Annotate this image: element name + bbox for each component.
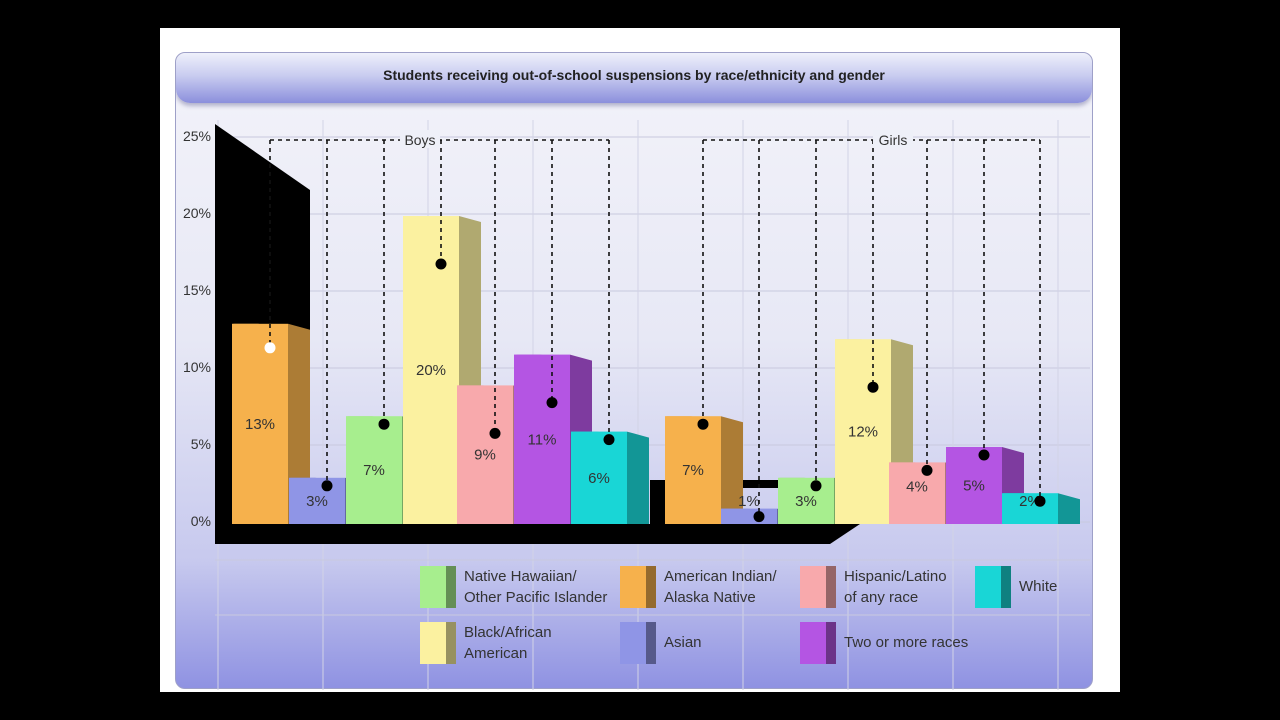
legend-item: White xyxy=(975,566,1057,608)
legend-label-line: American Indian/ xyxy=(664,568,777,585)
y-tick-label: 15% xyxy=(183,282,211,298)
legend-label-line: Two or more races xyxy=(844,634,969,651)
leader-dot xyxy=(921,464,933,476)
group-label-bg xyxy=(400,130,440,148)
y-tick-label: 20% xyxy=(183,205,211,221)
bar-value-label: 1% xyxy=(738,493,760,510)
legend-item: Native Hawaiian/Other Pacific Islander xyxy=(420,566,607,608)
bar xyxy=(346,416,402,524)
leader-dot xyxy=(435,258,447,270)
legend-swatch xyxy=(620,566,656,608)
legend-label-line: Black/African xyxy=(464,624,552,641)
bar-value-label: 11% xyxy=(528,431,557,448)
bar xyxy=(457,385,513,524)
legend-label-line: Native Hawaiian/ xyxy=(464,568,577,585)
bar xyxy=(721,508,777,524)
leader-dot xyxy=(978,449,990,461)
bar-value-label: 2% xyxy=(1019,493,1041,510)
leader-dot xyxy=(546,397,558,409)
bar-value-label: 7% xyxy=(682,462,704,479)
leader-dot xyxy=(489,427,501,439)
legend-label-line: American xyxy=(464,645,528,662)
legend-label: White xyxy=(1019,576,1057,597)
legend-swatch xyxy=(800,622,836,664)
bar-value-label: 13% xyxy=(245,416,275,433)
group-label-bg xyxy=(873,130,913,148)
legend-label-line: White xyxy=(1019,578,1058,595)
bar-side-face xyxy=(721,416,743,524)
bar-value-label: 12% xyxy=(848,424,878,441)
leader-dot xyxy=(697,418,709,430)
chart-floor-step xyxy=(650,480,665,524)
chart-title: Students receiving out-of-school suspens… xyxy=(383,67,885,83)
legend-swatch xyxy=(975,566,1011,608)
bar-value-label: 20% xyxy=(416,362,446,379)
legend-label-line: of any race xyxy=(844,589,919,606)
leader-dot xyxy=(867,381,879,393)
bar xyxy=(289,477,345,524)
legend-label: Two or more races xyxy=(844,632,968,653)
leader-dot xyxy=(321,480,333,492)
legend-label: Asian xyxy=(664,632,702,653)
legend-label: Black/African American xyxy=(464,622,552,664)
legend-swatch xyxy=(800,566,836,608)
leader-dot xyxy=(264,342,276,354)
bar xyxy=(835,339,891,524)
chart-title-bar: Students receiving out-of-school suspens… xyxy=(176,53,1092,103)
y-tick-label: 0% xyxy=(191,513,211,529)
bar xyxy=(946,447,1002,524)
legend-item: Two or more races xyxy=(800,622,968,664)
bar-value-label: 5% xyxy=(963,478,985,495)
chart-floor xyxy=(215,524,860,544)
bar-side-face xyxy=(288,323,310,524)
y-tick-label: 25% xyxy=(183,128,211,144)
bar-side-face xyxy=(1058,493,1080,524)
leader-dot xyxy=(603,434,615,446)
legend-swatch xyxy=(420,566,456,608)
bar-value-label: 3% xyxy=(306,493,328,510)
bar-value-label: 4% xyxy=(906,478,928,495)
bar xyxy=(1002,493,1058,524)
legend-swatch xyxy=(420,622,456,664)
leader-dot xyxy=(753,511,765,523)
chart-panel: Students receiving out-of-school suspens… xyxy=(175,52,1093,689)
bar-side-face xyxy=(627,431,649,524)
bar-value-label: 7% xyxy=(363,462,385,479)
legend-label-line: Alaska Native xyxy=(664,589,756,606)
legend-swatch xyxy=(620,622,656,664)
group-label: Girls xyxy=(879,132,908,148)
leader-dot xyxy=(378,418,390,430)
legend-item: Black/African American xyxy=(420,622,552,664)
leader-dot xyxy=(810,480,822,492)
leader-dot xyxy=(1034,495,1046,507)
legend-label: American Indian/Alaska Native xyxy=(664,566,777,608)
bar-value-label: 6% xyxy=(588,470,610,487)
legend-label-line: Asian xyxy=(664,634,702,651)
bar xyxy=(232,323,288,524)
bar xyxy=(889,462,945,524)
bar xyxy=(571,431,627,524)
bar xyxy=(778,477,834,524)
legend-label-line: Other Pacific Islander xyxy=(464,589,608,606)
bar xyxy=(514,354,570,524)
legend-item: Hispanic/Latino of any race xyxy=(800,566,947,608)
y-tick-label: 5% xyxy=(191,436,211,452)
chart-floor-step xyxy=(740,480,790,488)
y-tick-label: 10% xyxy=(183,359,211,375)
bar xyxy=(403,216,459,524)
bar xyxy=(665,416,721,524)
bar-value-label: 9% xyxy=(474,447,496,464)
legend-item: Asian xyxy=(620,622,702,664)
legend-item: American Indian/Alaska Native xyxy=(620,566,777,608)
group-label: Boys xyxy=(404,132,435,148)
legend-label: Native Hawaiian/Other Pacific Islander xyxy=(464,566,607,608)
legend-label: Hispanic/Latino of any race xyxy=(844,566,947,608)
bar-value-label: 3% xyxy=(795,493,817,510)
legend-label-line: Hispanic/Latino xyxy=(844,568,947,585)
